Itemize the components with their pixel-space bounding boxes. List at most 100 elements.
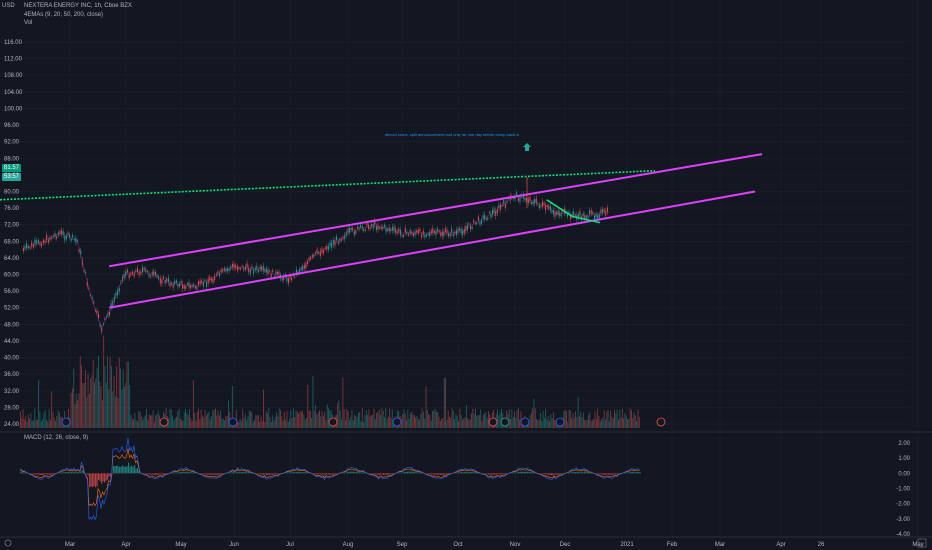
volume-bar (606, 412, 608, 428)
volume-bar (239, 418, 241, 428)
candle (398, 228, 400, 232)
volume-bar (296, 411, 298, 428)
volume-bar (146, 408, 147, 428)
volume-bar (454, 419, 456, 428)
price-axis[interactable]: 116.00 112.00 108.00 104.00 100.00 96.00 92.00… (4, 40, 23, 428)
volume-bar (351, 409, 353, 428)
candle (363, 229, 365, 231)
macd-histogram-bar (39, 473, 41, 476)
macd-indicator-label[interactable]: MACD (12, 26, close, 9) (24, 435, 89, 441)
volume-bar (628, 418, 630, 428)
volume-indicator-label[interactable]: Vol (24, 20, 33, 26)
volume-bar (610, 410, 612, 428)
macd-histogram-bar (42, 473, 44, 476)
macd-histogram-bar (411, 471, 413, 474)
candle (248, 267, 250, 272)
macd-histogram-bar (258, 473, 260, 475)
volume-bar (463, 418, 465, 428)
macd-axis[interactable]: 2.00 1.00 0.00 -1.00 -2.00 -3.00 -4.00 (896, 441, 910, 538)
macd-histogram-bar (248, 472, 250, 474)
currency-label: USD (2, 3, 15, 9)
macd-histogram-bar (83, 471, 85, 474)
candle (361, 226, 363, 229)
candle (133, 273, 135, 277)
candle (47, 239, 49, 243)
volume-bar (216, 415, 218, 428)
candle (395, 228, 397, 233)
macd-histogram-bar (329, 473, 331, 475)
volume-bar (585, 419, 587, 428)
candle (367, 224, 369, 229)
volume-bar (289, 418, 290, 428)
candle (70, 238, 72, 241)
macd-histogram-bar (356, 471, 358, 474)
volume-bar (598, 415, 600, 428)
time-tick-label: Apr (121, 542, 130, 548)
macd-histogram-bar (579, 472, 581, 474)
macd-histogram-bar (417, 472, 419, 474)
candle (403, 234, 405, 237)
volume-bar (156, 413, 158, 428)
volume-bar (176, 416, 177, 428)
candle (99, 324, 101, 327)
price-tick-label: 76.00 (4, 206, 20, 212)
macd-tick-label: 2.00 (898, 441, 910, 447)
volume-bar (150, 415, 151, 428)
volume-bar (75, 393, 77, 428)
macd-histogram-bar (164, 473, 166, 474)
candle (501, 204, 503, 206)
candle (372, 224, 374, 229)
volume-bar (87, 374, 89, 428)
macd-histogram-bar (114, 466, 116, 474)
volume-bar (221, 418, 223, 428)
volume-bar (411, 411, 413, 428)
candle (374, 220, 376, 225)
volume-bar (633, 412, 635, 428)
volume-bar (575, 411, 576, 428)
macd-histogram-bar (429, 473, 431, 474)
macd-histogram-bar (90, 473, 92, 487)
volume-bar (636, 420, 638, 428)
volume-bar (147, 419, 149, 428)
volume-bar (511, 409, 513, 428)
candle (529, 196, 531, 202)
volume-bar (82, 383, 84, 428)
price-tick-label: 100.00 (4, 106, 23, 112)
candle (446, 229, 448, 234)
candle (556, 212, 558, 215)
ema-indicator-label[interactable]: 4EMAs (9, 20, 50, 200, close) (24, 12, 104, 18)
macd-histogram-bar (146, 473, 148, 474)
candle (72, 234, 74, 238)
volume-bar (135, 419, 137, 428)
volume-bar (569, 410, 571, 428)
event-marker-icon (488, 417, 498, 427)
volume-bar (595, 418, 597, 428)
macd-histogram-bar (239, 472, 241, 474)
candle (83, 269, 85, 272)
volume-bar (352, 420, 354, 428)
macd-histogram-bar (129, 466, 131, 474)
tradingview-logo-icon[interactable] (4, 539, 12, 547)
candle (519, 196, 521, 202)
candle (517, 198, 519, 201)
macd-histogram-bar (336, 473, 338, 474)
macd-histogram-bar (318, 473, 320, 475)
volume-bar (417, 418, 419, 428)
channel-upper-line (109, 153, 763, 268)
volume-bar (53, 417, 55, 428)
candle (169, 282, 171, 287)
volume-bar (202, 415, 203, 428)
volume-bar (319, 410, 320, 428)
macd-histogram-bar (464, 472, 466, 474)
volume-bar (103, 335, 105, 428)
settings-icon[interactable] (917, 538, 927, 548)
candle (126, 269, 128, 273)
volume-bar (634, 415, 636, 428)
candle (603, 209, 605, 212)
macd-histogram-bar (138, 470, 140, 474)
volume-bar (450, 417, 452, 428)
volume-bar (354, 414, 355, 428)
macd-histogram-bar (555, 473, 557, 475)
volume-bar (342, 377, 344, 428)
volume-bar (294, 417, 296, 428)
